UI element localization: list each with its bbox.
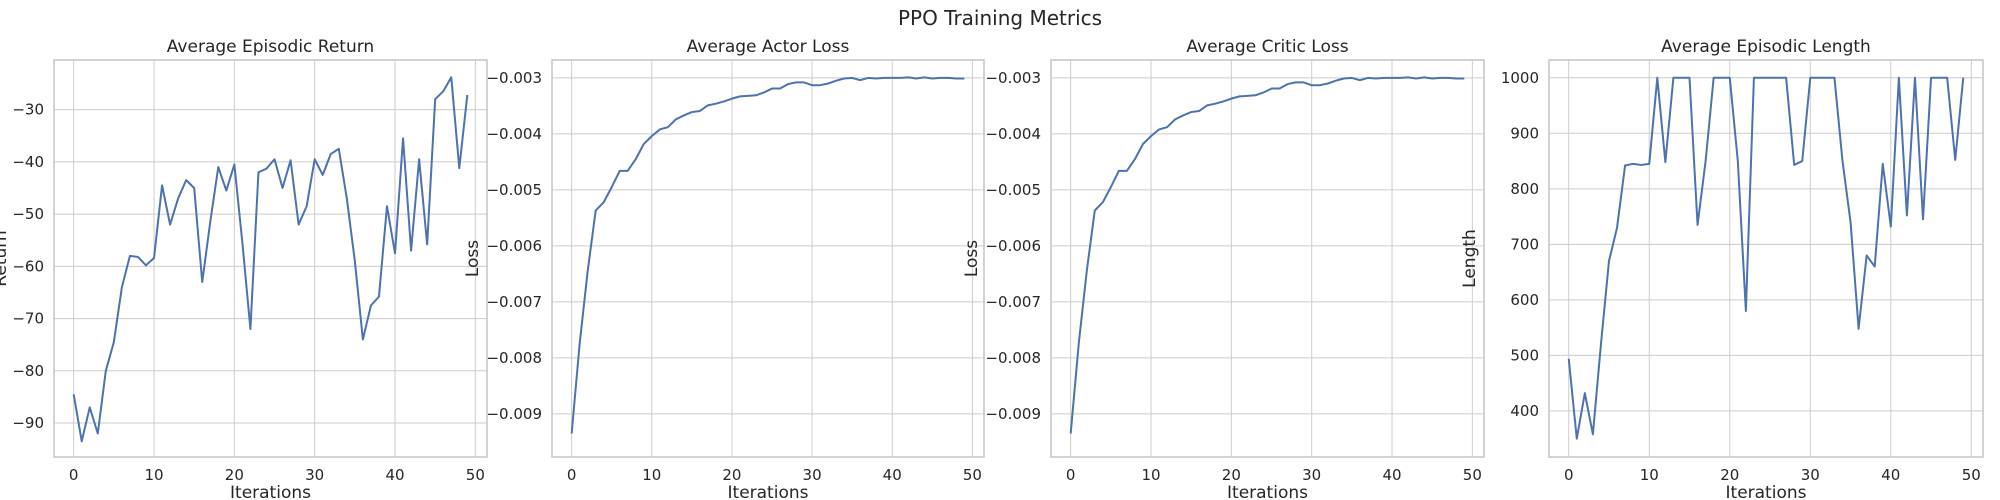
x-tick-label: 40	[385, 466, 404, 484]
x-tick-label: 20	[722, 466, 741, 484]
y-tick-label: −0.005	[985, 181, 1041, 199]
gridlines	[54, 60, 487, 457]
y-axis-label: Loss	[962, 240, 982, 277]
x-tick-label: 10	[642, 466, 661, 484]
y-tick-label: −0.007	[985, 293, 1041, 311]
panel-title: Average Episodic Return	[167, 37, 374, 57]
x-tick-label: 20	[1222, 466, 1241, 484]
figure-title: PPO Training Metrics	[898, 6, 1102, 30]
y-tick-label: 1000	[1501, 69, 1539, 87]
y-tick-label: −70	[12, 310, 44, 328]
x-tick-label: 40	[1382, 466, 1401, 484]
plot-area	[53, 59, 488, 458]
gridlines	[1549, 60, 1983, 457]
x-tick-label: 10	[1141, 466, 1160, 484]
plot-area	[53, 59, 488, 458]
panel-actor-loss: −0.009 −0.008 −0.007 −0.006 −0.005 −0.004 −0.0…	[463, 37, 985, 500]
y-tick-label: 600	[1510, 291, 1539, 309]
plot-area	[551, 59, 985, 458]
y-tick-label: 500	[1510, 346, 1539, 364]
x-tick-label: 30	[1801, 466, 1820, 484]
x-tick-label: 0	[1066, 466, 1076, 484]
x-tick-label: 50	[1962, 466, 1981, 484]
gridlines	[1051, 60, 1484, 457]
panel-title: Average Actor Loss	[687, 37, 850, 57]
y-tick-label: −0.007	[486, 293, 542, 311]
y-ticks: −0.009 −0.008 −0.007 −0.006 −0.005 −0.004 −0.0…	[486, 69, 542, 423]
x-axis-label: Iterations	[728, 483, 809, 500]
x-tick-label: 40	[883, 466, 902, 484]
y-tick-label: −60	[12, 257, 44, 275]
gridlines	[552, 60, 984, 457]
panel-episodic-length: 400 500 600 700 800 900 1000 0 10 20 30 40 50 Avera…	[1460, 37, 1984, 500]
y-tick-label: −80	[12, 362, 44, 380]
y-tick-label: −50	[12, 205, 44, 223]
x-axis-label: Iterations	[1227, 483, 1308, 500]
y-tick-label: −0.009	[985, 405, 1041, 423]
y-tick-label: −0.004	[985, 125, 1041, 143]
y-tick-label: −0.008	[486, 349, 542, 367]
y-tick-label: 400	[1510, 402, 1539, 420]
y-tick-label: −0.005	[486, 181, 542, 199]
x-tick-label: 30	[803, 466, 822, 484]
plot-area	[551, 59, 985, 458]
y-ticks: −90 −80 −70 −60 −50 −40 −30	[12, 101, 44, 432]
panel-episodic-return: −90 −80 −70 −60 −50 −40 −30 0 10 20 30 40 50 Averag…	[0, 37, 488, 500]
y-tick-label: −0.003	[486, 69, 542, 87]
plot-area	[1548, 59, 1984, 458]
x-tick-label: 40	[1881, 466, 1900, 484]
critic-loss-line	[1069, 76, 1465, 434]
x-tick-label: 0	[69, 466, 79, 484]
y-tick-label: −0.006	[486, 237, 542, 255]
y-tick-label: 900	[1510, 124, 1539, 142]
x-tick-label: 10	[1640, 466, 1659, 484]
y-axis-label: Loss	[463, 240, 483, 277]
y-axis-label: Length	[1460, 229, 1480, 288]
x-tick-label: 30	[1302, 466, 1321, 484]
x-axis-label: Iterations	[1726, 483, 1807, 500]
panel-critic-loss: −0.009 −0.008 −0.007 −0.006 −0.005 −0.004 −0.0…	[962, 37, 1485, 500]
x-tick-label: 50	[1463, 466, 1482, 484]
actor-loss-line	[570, 76, 965, 434]
y-tick-label: −0.008	[985, 349, 1041, 367]
x-ticks: 0 10 20 30 40 50	[1066, 466, 1482, 484]
x-tick-label: 10	[144, 466, 163, 484]
x-tick-label: 50	[963, 466, 982, 484]
x-ticks: 0 10 20 30 40 50	[1564, 466, 1981, 484]
y-tick-label: −0.003	[985, 69, 1041, 87]
y-ticks: 400 500 600 700 800 900 1000	[1501, 69, 1539, 420]
x-tick-label: 30	[305, 466, 324, 484]
length-line	[1567, 76, 1965, 440]
y-axis-label: Return	[0, 230, 11, 286]
y-tick-label: 800	[1510, 180, 1539, 198]
y-tick-label: −90	[12, 414, 44, 432]
y-tick-label: −0.009	[486, 405, 542, 423]
x-tick-label: 0	[567, 466, 577, 484]
plot-area	[1050, 59, 1485, 458]
y-ticks: −0.009 −0.008 −0.007 −0.006 −0.005 −0.004 −0.0…	[985, 69, 1041, 423]
x-tick-label: 20	[225, 466, 244, 484]
y-tick-label: −30	[12, 101, 44, 119]
x-tick-label: 50	[466, 466, 485, 484]
y-tick-label: −0.006	[985, 237, 1041, 255]
panel-title: Average Critic Loss	[1186, 37, 1348, 57]
x-tick-label: 0	[1564, 466, 1574, 484]
return-line	[72, 76, 469, 443]
y-tick-label: 700	[1510, 235, 1539, 253]
plot-area	[1548, 59, 1984, 458]
y-tick-label: −40	[12, 153, 44, 171]
x-ticks: 0 10 20 30 40 50	[69, 466, 485, 484]
x-tick-label: 20	[1720, 466, 1739, 484]
x-ticks: 0 10 20 30 40 50	[567, 466, 982, 484]
panel-title: Average Episodic Length	[1661, 37, 1871, 57]
plot-area	[1050, 59, 1485, 458]
x-axis-label: Iterations	[230, 483, 311, 500]
y-tick-label: −0.004	[486, 125, 542, 143]
